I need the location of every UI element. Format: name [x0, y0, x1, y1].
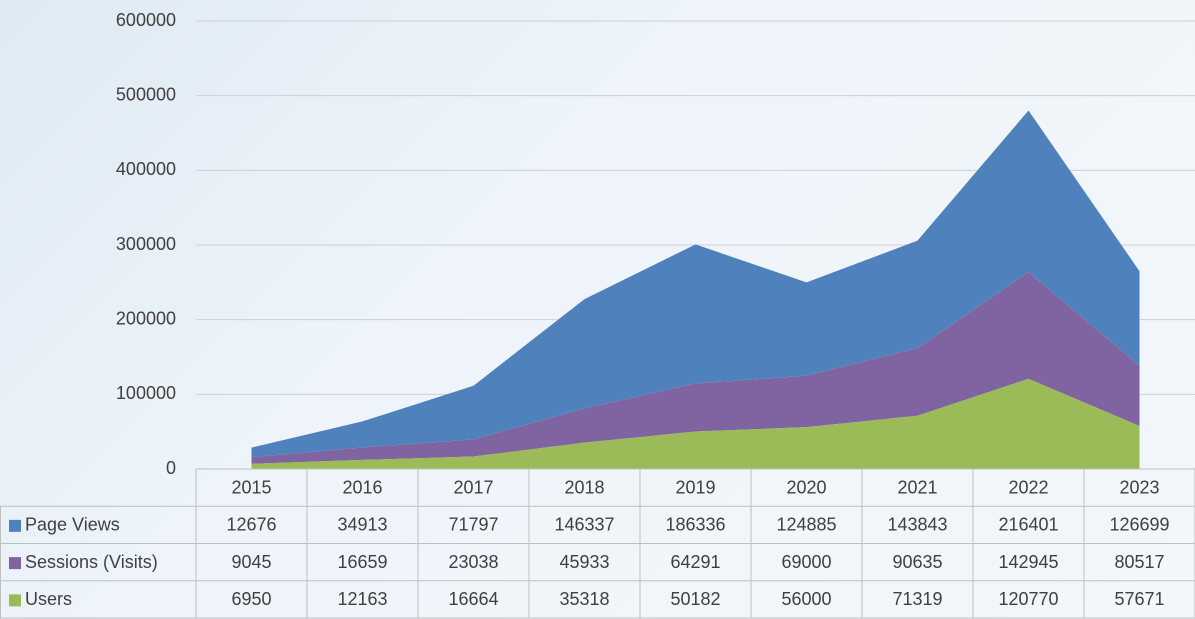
legend-swatch	[9, 594, 21, 607]
table-value: 126699	[1109, 515, 1169, 535]
table-value: 186336	[665, 515, 725, 535]
table-value: 216401	[998, 515, 1058, 535]
x-tick-label: 2015	[231, 477, 271, 497]
x-tick-label: 2018	[564, 477, 604, 497]
table-value: 80517	[1114, 552, 1164, 572]
table-value: 64291	[670, 552, 720, 572]
table-value: 45933	[559, 552, 609, 572]
x-tick-label: 2023	[1119, 477, 1159, 497]
table-value: 9045	[231, 552, 271, 572]
table-value: 120770	[998, 589, 1058, 609]
legend-label: Page Views	[25, 515, 120, 535]
x-tick-label: 2021	[897, 477, 937, 497]
table-value: 57671	[1114, 589, 1164, 609]
table-value: 146337	[554, 515, 614, 535]
y-tick-label: 400000	[116, 159, 176, 179]
table-value: 143843	[887, 515, 947, 535]
table-value: 12676	[226, 515, 276, 535]
legend-label: Sessions (Visits)	[25, 552, 158, 572]
table-value: 50182	[670, 589, 720, 609]
table-value: 16664	[448, 589, 498, 609]
y-tick-label: 600000	[116, 10, 176, 30]
area	[251, 378, 1140, 469]
table-value: 34913	[337, 515, 387, 535]
table-value: 124885	[776, 515, 836, 535]
y-tick-label: 100000	[116, 383, 176, 403]
x-tick-label: 2016	[342, 477, 382, 497]
legend-swatch	[9, 557, 21, 570]
y-tick-label: 500000	[116, 84, 176, 104]
table-value: 56000	[781, 589, 831, 609]
legend-swatch	[9, 519, 21, 532]
y-tick-label: 200000	[116, 308, 176, 328]
area	[251, 272, 1140, 464]
table-value: 71797	[448, 515, 498, 535]
x-tick-label: 2019	[675, 477, 715, 497]
y-tick-label: 300000	[116, 234, 176, 254]
x-tick-label: 2022	[1008, 477, 1048, 497]
table-value: 16659	[337, 552, 387, 572]
table-value: 12163	[337, 589, 387, 609]
x-tick-label: 2020	[786, 477, 826, 497]
table-value: 35318	[559, 589, 609, 609]
table-value: 69000	[781, 552, 831, 572]
table-value: 23038	[448, 552, 498, 572]
y-tick-label: 0	[166, 458, 176, 478]
table-value: 142945	[998, 552, 1058, 572]
table-value: 90635	[892, 552, 942, 572]
area	[251, 110, 1140, 458]
x-tick-label: 2017	[453, 477, 493, 497]
table-value: 71319	[892, 589, 942, 609]
legend-label: Users	[25, 589, 72, 609]
table-value: 6950	[231, 589, 271, 609]
